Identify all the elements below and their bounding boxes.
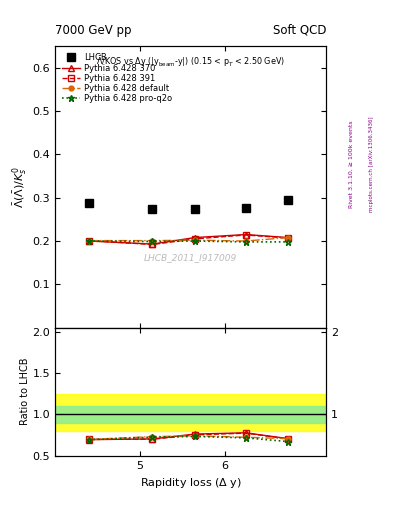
LHCB bbox=[86, 200, 91, 206]
Pythia 6.428 391 bbox=[86, 238, 91, 244]
Pythia 6.428 default bbox=[86, 238, 91, 244]
Pythia 6.428 391 bbox=[193, 236, 197, 242]
Text: $\bar{\Lambda}$/KOS vs $\Delta$y (|y$_{\mathrm{beam}}$-y|) (0.15 < p$_T$ < 2.50 : $\bar{\Lambda}$/KOS vs $\Delta$y (|y$_{\… bbox=[96, 55, 285, 69]
Line: LHCB: LHCB bbox=[85, 196, 292, 214]
Line: Pythia 6.428 pro-q2o: Pythia 6.428 pro-q2o bbox=[85, 238, 292, 245]
Line: Pythia 6.428 default: Pythia 6.428 default bbox=[86, 235, 290, 244]
Pythia 6.428 default bbox=[150, 238, 155, 244]
Pythia 6.428 pro-q2o bbox=[86, 238, 91, 244]
Pythia 6.428 370 bbox=[243, 231, 248, 238]
Pythia 6.428 370 bbox=[286, 234, 290, 241]
LHCB bbox=[243, 205, 248, 211]
LHCB bbox=[150, 205, 155, 211]
LHCB bbox=[193, 206, 197, 212]
Y-axis label: Ratio to LHCB: Ratio to LHCB bbox=[20, 358, 29, 425]
Text: mcplots.cern.ch [arXiv:1306.3436]: mcplots.cern.ch [arXiv:1306.3436] bbox=[369, 116, 374, 211]
Pythia 6.428 default bbox=[286, 234, 290, 241]
X-axis label: Rapidity loss ($\Delta$ y): Rapidity loss ($\Delta$ y) bbox=[140, 476, 242, 490]
Bar bbox=[55, 394, 326, 431]
Pythia 6.428 pro-q2o bbox=[193, 238, 197, 244]
Text: LHCB_2011_I917009: LHCB_2011_I917009 bbox=[144, 253, 237, 262]
Text: 7000 GeV pp: 7000 GeV pp bbox=[55, 24, 132, 37]
Pythia 6.428 pro-q2o bbox=[243, 239, 248, 245]
Pythia 6.428 default bbox=[193, 237, 197, 243]
Line: Pythia 6.428 370: Pythia 6.428 370 bbox=[86, 232, 291, 247]
Pythia 6.428 391 bbox=[286, 235, 290, 241]
Y-axis label: $\bar{\Lambda}(\bar{\Lambda})/K^0_s$: $\bar{\Lambda}(\bar{\Lambda})/K^0_s$ bbox=[11, 166, 29, 208]
Bar bbox=[55, 406, 326, 422]
Pythia 6.428 370 bbox=[86, 238, 91, 244]
Pythia 6.428 370 bbox=[193, 234, 197, 241]
LHCB bbox=[286, 197, 290, 203]
Pythia 6.428 391 bbox=[243, 232, 248, 238]
Pythia 6.428 default bbox=[243, 238, 248, 244]
Pythia 6.428 pro-q2o bbox=[150, 239, 155, 245]
Pythia 6.428 370 bbox=[150, 241, 155, 247]
Text: Soft QCD: Soft QCD bbox=[273, 24, 326, 37]
Line: Pythia 6.428 391: Pythia 6.428 391 bbox=[86, 232, 291, 247]
Pythia 6.428 391 bbox=[150, 242, 155, 248]
Pythia 6.428 pro-q2o bbox=[286, 239, 290, 245]
Text: Rivet 3.1.10, ≥ 100k events: Rivet 3.1.10, ≥ 100k events bbox=[349, 120, 354, 208]
Legend: LHCB, Pythia 6.428 370, Pythia 6.428 391, Pythia 6.428 default, Pythia 6.428 pro: LHCB, Pythia 6.428 370, Pythia 6.428 391… bbox=[61, 52, 174, 105]
